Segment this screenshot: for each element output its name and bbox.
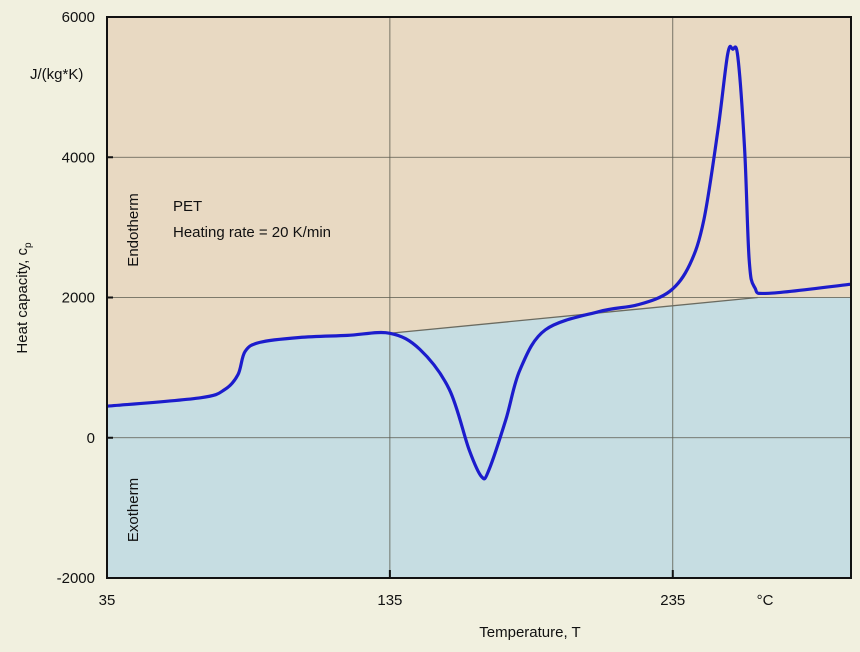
y-tick-label: 0: [87, 430, 95, 447]
y-tick-label: 2000: [62, 290, 95, 307]
x-axis-unit: °C: [757, 592, 774, 609]
x-tick-label: 235: [660, 592, 685, 609]
x-tick-label: 135: [377, 592, 402, 609]
x-axis-label: Temperature, T: [479, 624, 580, 641]
exotherm-label: Exotherm: [125, 478, 142, 542]
plot-frame: [106, 16, 852, 579]
y-axis-label: Heat capacity, cp: [14, 242, 34, 354]
baseline-line: [389, 296, 758, 334]
y-tick-label: -2000: [57, 570, 95, 587]
y-tick-label: 6000: [62, 9, 95, 26]
plot-area: [106, 16, 852, 579]
endotherm-label: Endotherm: [125, 193, 142, 266]
y-tick-label: 4000: [62, 149, 95, 166]
y-axis-label-subscript: p: [23, 242, 34, 248]
y-axis-unit: J/(kg*K): [30, 66, 83, 83]
annotation-material: PET: [173, 198, 202, 215]
annotation-heating-rate: Heating rate = 20 K/min: [173, 224, 331, 241]
heat-capacity-curve: [106, 44, 852, 481]
x-tick-label: 35: [99, 592, 116, 609]
